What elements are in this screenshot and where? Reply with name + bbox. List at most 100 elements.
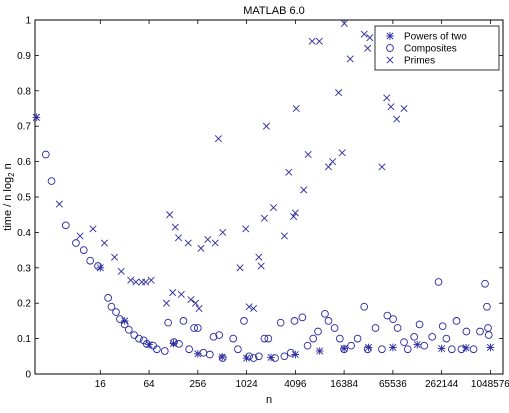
data-point-circle — [229, 334, 238, 343]
data-point-x — [127, 276, 135, 284]
data-point-circle — [314, 327, 322, 336]
data-point-circle — [476, 327, 484, 336]
data-point-circle — [175, 340, 183, 348]
data-point-x — [366, 34, 374, 42]
data-point-x — [308, 37, 316, 45]
data-point-x — [147, 276, 155, 284]
data-point-x — [242, 225, 250, 233]
legend-marker-circle — [386, 44, 394, 52]
x-tick-label: 16384 — [330, 379, 358, 390]
data-point-x — [55, 200, 63, 208]
data-point-x — [269, 204, 278, 212]
data-point-x — [175, 234, 183, 242]
data-point-circle — [215, 331, 224, 339]
data-point-x — [400, 104, 408, 113]
data-point-circle — [303, 341, 312, 350]
data-point-x — [300, 186, 308, 194]
data-point-x — [250, 304, 258, 313]
x-axis: 16 64 256 1024 4096 16384 65536 262144 1048576 — [95, 20, 509, 390]
data-point-circle — [309, 334, 318, 343]
data-point-x — [76, 232, 84, 240]
data-point-circle — [249, 354, 258, 362]
data-point-x — [166, 211, 174, 219]
y-tick-label: 0.4 — [17, 228, 31, 239]
data-point-circle — [79, 246, 88, 254]
data-point-asterisk — [413, 340, 422, 349]
x-tick-label: 1024 — [235, 379, 258, 390]
data-point-circle — [245, 352, 253, 361]
data-point-circle — [190, 324, 198, 332]
y-axis-label-subscript: 2 — [7, 172, 16, 177]
data-point-x — [236, 264, 244, 272]
data-point-x — [285, 168, 293, 176]
x-tick-label: 256 — [189, 379, 206, 390]
data-point-circle — [378, 345, 386, 354]
y-axis-label-main: time / n log — [2, 177, 14, 231]
data-point-circle — [400, 338, 408, 346]
y-tick-label: 0.9 — [17, 51, 31, 62]
x-tick-label: 262144 — [425, 379, 459, 390]
series-circle — [41, 150, 493, 362]
y-tick-label: 0.2 — [17, 299, 31, 310]
data-point-x — [340, 20, 348, 28]
data-point-x — [280, 232, 288, 240]
data-markers — [32, 20, 495, 362]
data-point-circle — [218, 354, 227, 362]
data-point-circle — [205, 350, 214, 359]
data-point-x — [169, 289, 177, 297]
data-point-x — [346, 55, 354, 63]
data-point-circle — [209, 332, 218, 341]
data-point-circle — [86, 256, 95, 265]
data-point-circle — [383, 311, 392, 320]
data-point-x — [257, 262, 265, 270]
data-point-circle — [483, 302, 491, 311]
data-point-x — [304, 151, 312, 159]
data-point-asterisk — [389, 343, 397, 352]
data-point-x — [324, 163, 332, 171]
legend-marker-x — [386, 56, 394, 64]
data-point-circle — [124, 325, 133, 334]
data-point-circle — [94, 262, 102, 270]
legend-marker-asterisk — [386, 32, 394, 40]
data-point-x — [291, 209, 299, 217]
y-tick-label: 0.8 — [17, 86, 31, 97]
plot-area: 16 64 256 1024 4096 16384 65536 262144 1048576 0… — [17, 16, 509, 391]
data-point-x — [100, 239, 108, 247]
data-point-circle — [371, 324, 380, 332]
data-point-circle — [280, 352, 289, 361]
y-tick-label: 0.6 — [17, 157, 31, 168]
data-point-circle — [347, 341, 355, 350]
data-point-circle — [420, 341, 429, 350]
data-point-circle — [116, 315, 124, 323]
data-point-asterisk — [462, 343, 470, 352]
x-tick-label: 64 — [143, 379, 155, 390]
data-point-x — [338, 149, 346, 157]
data-point-circle — [160, 347, 169, 355]
data-point-x — [255, 253, 263, 261]
data-point-circle — [462, 327, 471, 336]
data-point-x — [387, 103, 395, 111]
plot-border — [34, 19, 504, 375]
data-point-circle — [170, 338, 178, 346]
data-point-x — [171, 223, 179, 231]
y-tick-label: 0 — [25, 370, 31, 381]
data-point-x — [360, 30, 368, 38]
data-point-x — [192, 299, 200, 307]
x-tick-label: 4096 — [284, 379, 307, 390]
data-point-x — [393, 115, 401, 123]
data-point-circle — [481, 279, 489, 288]
data-point-circle — [72, 239, 80, 247]
data-point-circle — [415, 320, 424, 329]
data-point-circle — [276, 318, 285, 327]
data-point-x — [195, 304, 203, 313]
y-axis: 0 0.1 0.2 0.3 0.4 0.5 0.6 0.7 0.8 0.9 1 — [17, 16, 503, 381]
data-point-x — [187, 296, 195, 304]
data-point-circle — [324, 317, 333, 325]
data-point-x — [111, 253, 119, 261]
legend-label: Primes — [404, 56, 435, 67]
legend-label: Composites — [404, 44, 457, 55]
y-tick-label: 0.3 — [17, 263, 31, 274]
data-point-circle — [234, 345, 242, 354]
data-point-circle — [363, 345, 372, 354]
